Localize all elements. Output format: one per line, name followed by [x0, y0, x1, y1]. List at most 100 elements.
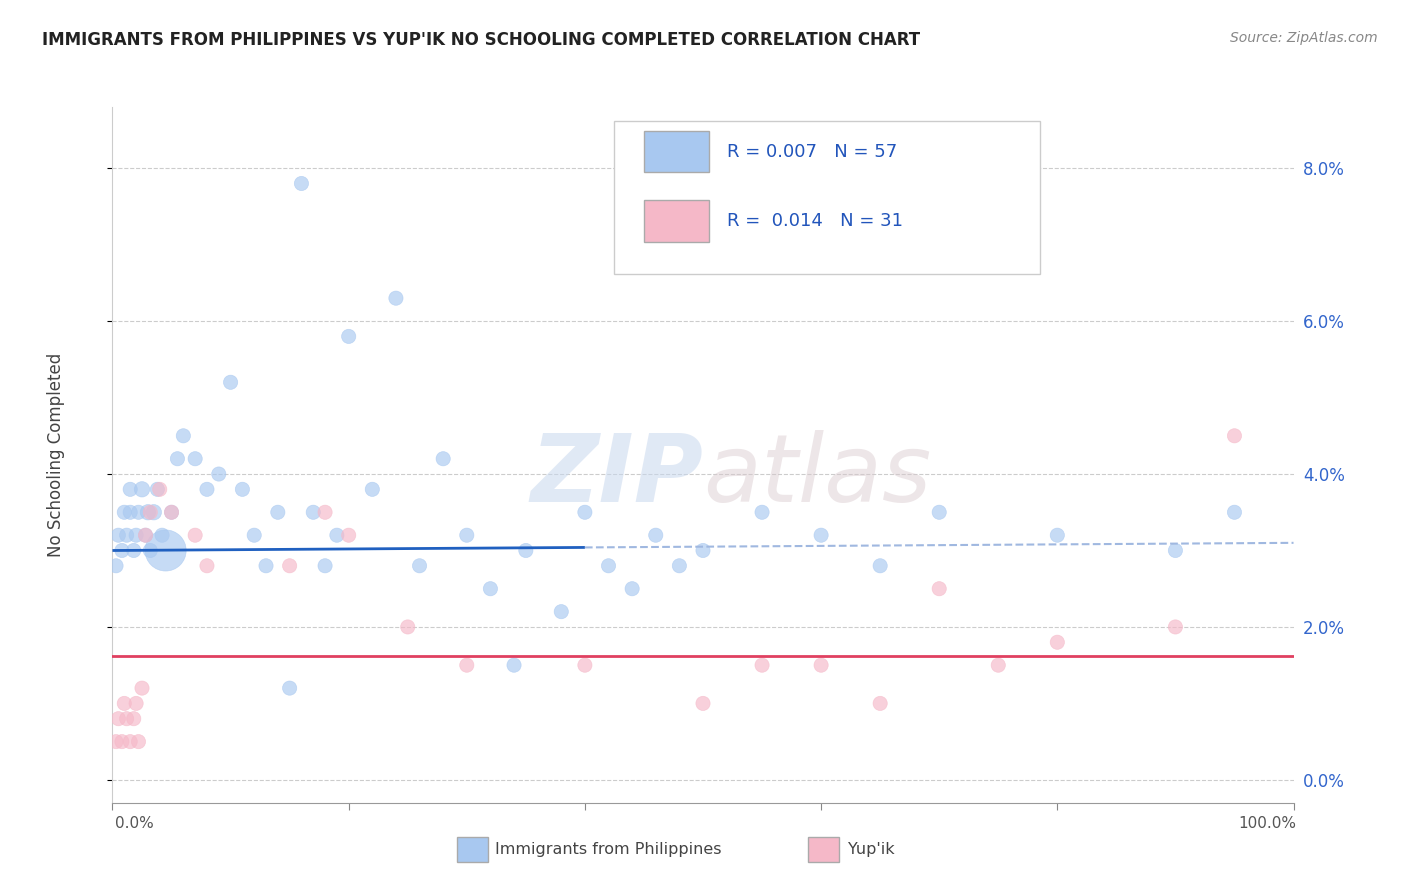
Point — [810, 528, 832, 542]
Point — [598, 558, 620, 573]
Point — [302, 505, 325, 519]
Point — [396, 620, 419, 634]
Point — [115, 712, 138, 726]
Point — [290, 177, 312, 191]
Point — [432, 451, 454, 466]
Point — [408, 558, 430, 573]
Point — [131, 483, 153, 497]
Point — [621, 582, 644, 596]
Point — [751, 505, 773, 519]
Point — [503, 658, 526, 673]
Point — [278, 558, 301, 573]
Point — [142, 505, 165, 519]
Point — [1046, 635, 1069, 649]
Point — [195, 558, 218, 573]
Point — [479, 582, 502, 596]
Text: IMMIGRANTS FROM PHILIPPINES VS YUP'IK NO SCHOOLING COMPLETED CORRELATION CHART: IMMIGRANTS FROM PHILIPPINES VS YUP'IK NO… — [42, 31, 921, 49]
Point — [456, 528, 478, 542]
Point — [574, 505, 596, 519]
Text: ZIP: ZIP — [530, 430, 703, 522]
Point — [361, 483, 384, 497]
Text: Source: ZipAtlas.com: Source: ZipAtlas.com — [1230, 31, 1378, 45]
Point — [112, 505, 135, 519]
Point — [112, 697, 135, 711]
Point — [515, 543, 537, 558]
Point — [122, 543, 145, 558]
Point — [139, 505, 162, 519]
Text: R =  0.014   N = 31: R = 0.014 N = 31 — [727, 212, 903, 230]
Point — [122, 712, 145, 726]
Point — [136, 505, 159, 519]
Point — [184, 451, 207, 466]
Bar — [644, 201, 709, 242]
Point — [127, 734, 149, 748]
Point — [751, 658, 773, 673]
Point — [149, 483, 172, 497]
Point — [172, 429, 194, 443]
Point — [231, 483, 253, 497]
Text: Immigrants from Philippines: Immigrants from Philippines — [495, 842, 721, 856]
Point — [127, 505, 149, 519]
Text: R = 0.007   N = 57: R = 0.007 N = 57 — [727, 143, 897, 161]
Point — [668, 558, 690, 573]
Text: 0.0%: 0.0% — [115, 816, 155, 831]
Point — [135, 528, 157, 542]
Point — [195, 483, 218, 497]
Point — [105, 734, 128, 748]
Point — [160, 505, 183, 519]
Point — [254, 558, 277, 573]
Point — [337, 329, 360, 343]
Text: Yup'ik: Yup'ik — [848, 842, 894, 856]
Point — [278, 681, 301, 695]
Point — [644, 528, 666, 542]
Point — [987, 658, 1010, 673]
Point — [314, 505, 336, 519]
Point — [111, 543, 134, 558]
Point — [107, 712, 129, 726]
Point — [155, 543, 177, 558]
Point — [267, 505, 290, 519]
Point — [1164, 543, 1187, 558]
Point — [574, 658, 596, 673]
Point — [107, 528, 129, 542]
Point — [869, 697, 891, 711]
Point — [160, 505, 183, 519]
Y-axis label: No Schooling Completed: No Schooling Completed — [48, 353, 65, 557]
Point — [131, 681, 153, 695]
Point — [326, 528, 349, 542]
Point — [928, 582, 950, 596]
Point — [184, 528, 207, 542]
FancyBboxPatch shape — [614, 121, 1039, 274]
Point — [869, 558, 891, 573]
Bar — [644, 131, 709, 172]
Point — [456, 658, 478, 673]
Point — [692, 697, 714, 711]
Point — [166, 451, 188, 466]
Point — [243, 528, 266, 542]
Point — [120, 734, 142, 748]
Point — [1223, 505, 1246, 519]
Point — [219, 376, 242, 390]
Point — [111, 734, 134, 748]
Point — [337, 528, 360, 542]
Point — [125, 528, 148, 542]
Point — [385, 291, 408, 305]
Point — [550, 605, 572, 619]
Point — [1223, 429, 1246, 443]
Point — [810, 658, 832, 673]
Point — [1046, 528, 1069, 542]
Point — [125, 697, 148, 711]
Text: 100.0%: 100.0% — [1239, 816, 1296, 831]
Point — [139, 543, 162, 558]
Point — [692, 543, 714, 558]
Point — [105, 558, 128, 573]
Point — [146, 483, 169, 497]
Point — [928, 505, 950, 519]
Point — [135, 528, 157, 542]
Text: atlas: atlas — [703, 430, 931, 521]
Point — [120, 505, 142, 519]
Point — [115, 528, 138, 542]
Point — [1164, 620, 1187, 634]
Point — [150, 528, 173, 542]
Point — [314, 558, 336, 573]
